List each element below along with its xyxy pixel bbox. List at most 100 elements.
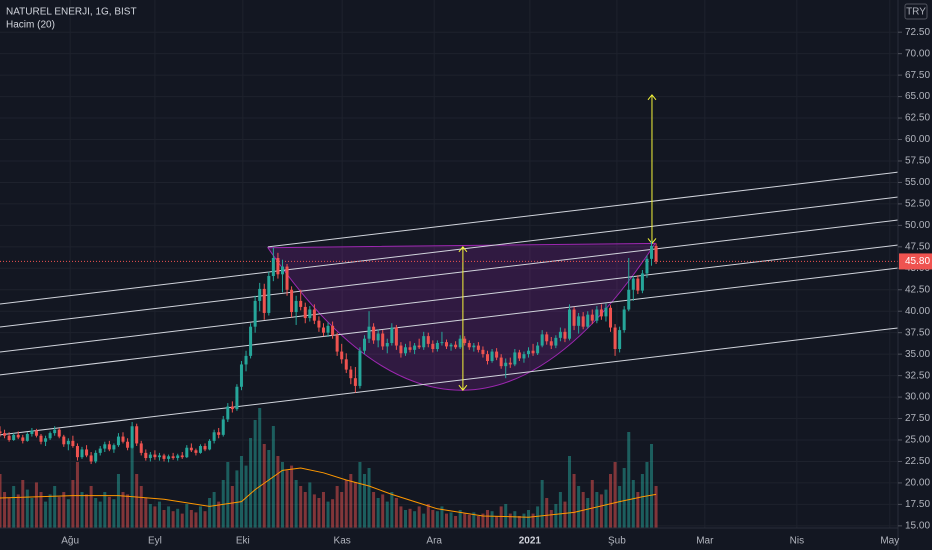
candle-body <box>194 450 198 453</box>
candle-body <box>107 444 111 450</box>
volume-bar <box>426 504 430 528</box>
volume-bar <box>358 462 362 528</box>
y-tick-label: 62.50 <box>905 113 930 124</box>
volume-bar <box>198 506 202 528</box>
volume-bar <box>144 498 148 528</box>
channel-line <box>0 219 899 328</box>
candle-body <box>440 342 444 344</box>
candle-body <box>572 309 576 326</box>
candle-body <box>71 440 75 447</box>
candle-body <box>157 455 161 458</box>
volume-bar <box>7 498 11 528</box>
candle-body <box>103 444 107 449</box>
volume-bar <box>472 512 476 528</box>
candle-body <box>171 456 175 459</box>
volume-bar <box>622 468 626 528</box>
candle-body <box>303 306 307 319</box>
candle-body <box>654 245 658 262</box>
candle-body <box>75 446 79 458</box>
x-tick-label: Mar <box>696 536 714 547</box>
candle-body <box>53 429 57 434</box>
volume-bar <box>490 511 494 528</box>
y-tick-label: 27.50 <box>905 413 930 424</box>
candle-body <box>12 434 16 440</box>
channel-line <box>0 327 899 436</box>
candle-body <box>645 258 649 274</box>
volume-bar <box>563 501 567 528</box>
volume-bar <box>558 492 562 528</box>
arrow-head <box>458 246 468 253</box>
volume-bar <box>568 456 572 528</box>
x-tick-label: Kas <box>334 536 351 547</box>
candle-body <box>44 438 48 442</box>
candle-body <box>221 419 225 435</box>
volume-bar <box>176 508 180 528</box>
channel-line <box>0 267 899 376</box>
candle-body <box>258 288 262 301</box>
candle-body <box>381 333 385 347</box>
candle-body <box>80 449 84 458</box>
candle-body <box>390 327 394 343</box>
candle-body <box>217 432 221 435</box>
volume-bar <box>75 462 79 528</box>
candle-body <box>208 440 212 450</box>
candle-body <box>376 333 380 341</box>
candle-body <box>57 429 61 437</box>
volume-bar <box>531 513 535 528</box>
candle-body <box>590 314 594 321</box>
volume-bar <box>454 516 458 528</box>
volume-bar <box>444 513 448 528</box>
candle-body <box>299 300 303 307</box>
volume-bar <box>167 506 171 528</box>
candle-body <box>627 289 631 310</box>
volume-bar <box>381 494 385 528</box>
y-tick-label: 15.00 <box>905 520 930 531</box>
volume-bar <box>613 462 617 528</box>
candle-body <box>595 309 599 321</box>
candle-body <box>230 406 234 410</box>
candle-body <box>189 447 193 451</box>
candle-body <box>340 351 344 360</box>
volume-bar <box>650 444 654 528</box>
volume-bar <box>116 474 120 528</box>
volume-bar <box>194 512 198 528</box>
y-tick-label: 20.00 <box>905 478 930 489</box>
candle-body <box>636 278 640 291</box>
volume-bar <box>609 474 613 528</box>
volume-bar <box>212 492 216 528</box>
y-tick-label: 40.00 <box>905 306 930 317</box>
volume-bar <box>153 506 157 528</box>
candle-body <box>344 359 348 370</box>
volume-pane <box>0 408 658 528</box>
y-tick-label: 25.00 <box>905 435 930 446</box>
volume-bar <box>34 482 38 528</box>
candle-body <box>3 433 7 436</box>
candle-body <box>34 430 38 436</box>
volume-bar <box>239 456 243 528</box>
volume-bar <box>139 486 143 528</box>
candle-body <box>650 245 654 259</box>
volume-bar <box>235 470 239 528</box>
volume-bar <box>376 498 380 528</box>
volume-bar <box>467 514 471 528</box>
candle-body <box>25 433 29 441</box>
volume-bar <box>135 474 139 528</box>
volume-bar <box>290 465 294 528</box>
volume-bar <box>367 468 371 528</box>
currency[interactable]: TRY <box>906 7 926 18</box>
candle-body <box>545 334 549 342</box>
volume-label: Hacim (20) <box>6 20 55 31</box>
volume-bar <box>385 501 389 528</box>
volume-bar <box>344 480 348 528</box>
y-tick-label: 67.50 <box>905 70 930 81</box>
volume-bar <box>208 498 212 528</box>
currency-box[interactable] <box>904 3 928 20</box>
candle-body <box>349 369 353 379</box>
volume-bar <box>130 444 134 528</box>
y-tick-label: 50.00 <box>905 220 930 231</box>
candle-body <box>399 345 403 354</box>
volume-bar <box>148 504 152 528</box>
candle-body <box>126 441 130 448</box>
volume-bar <box>536 506 540 528</box>
volume-bar <box>267 450 271 528</box>
